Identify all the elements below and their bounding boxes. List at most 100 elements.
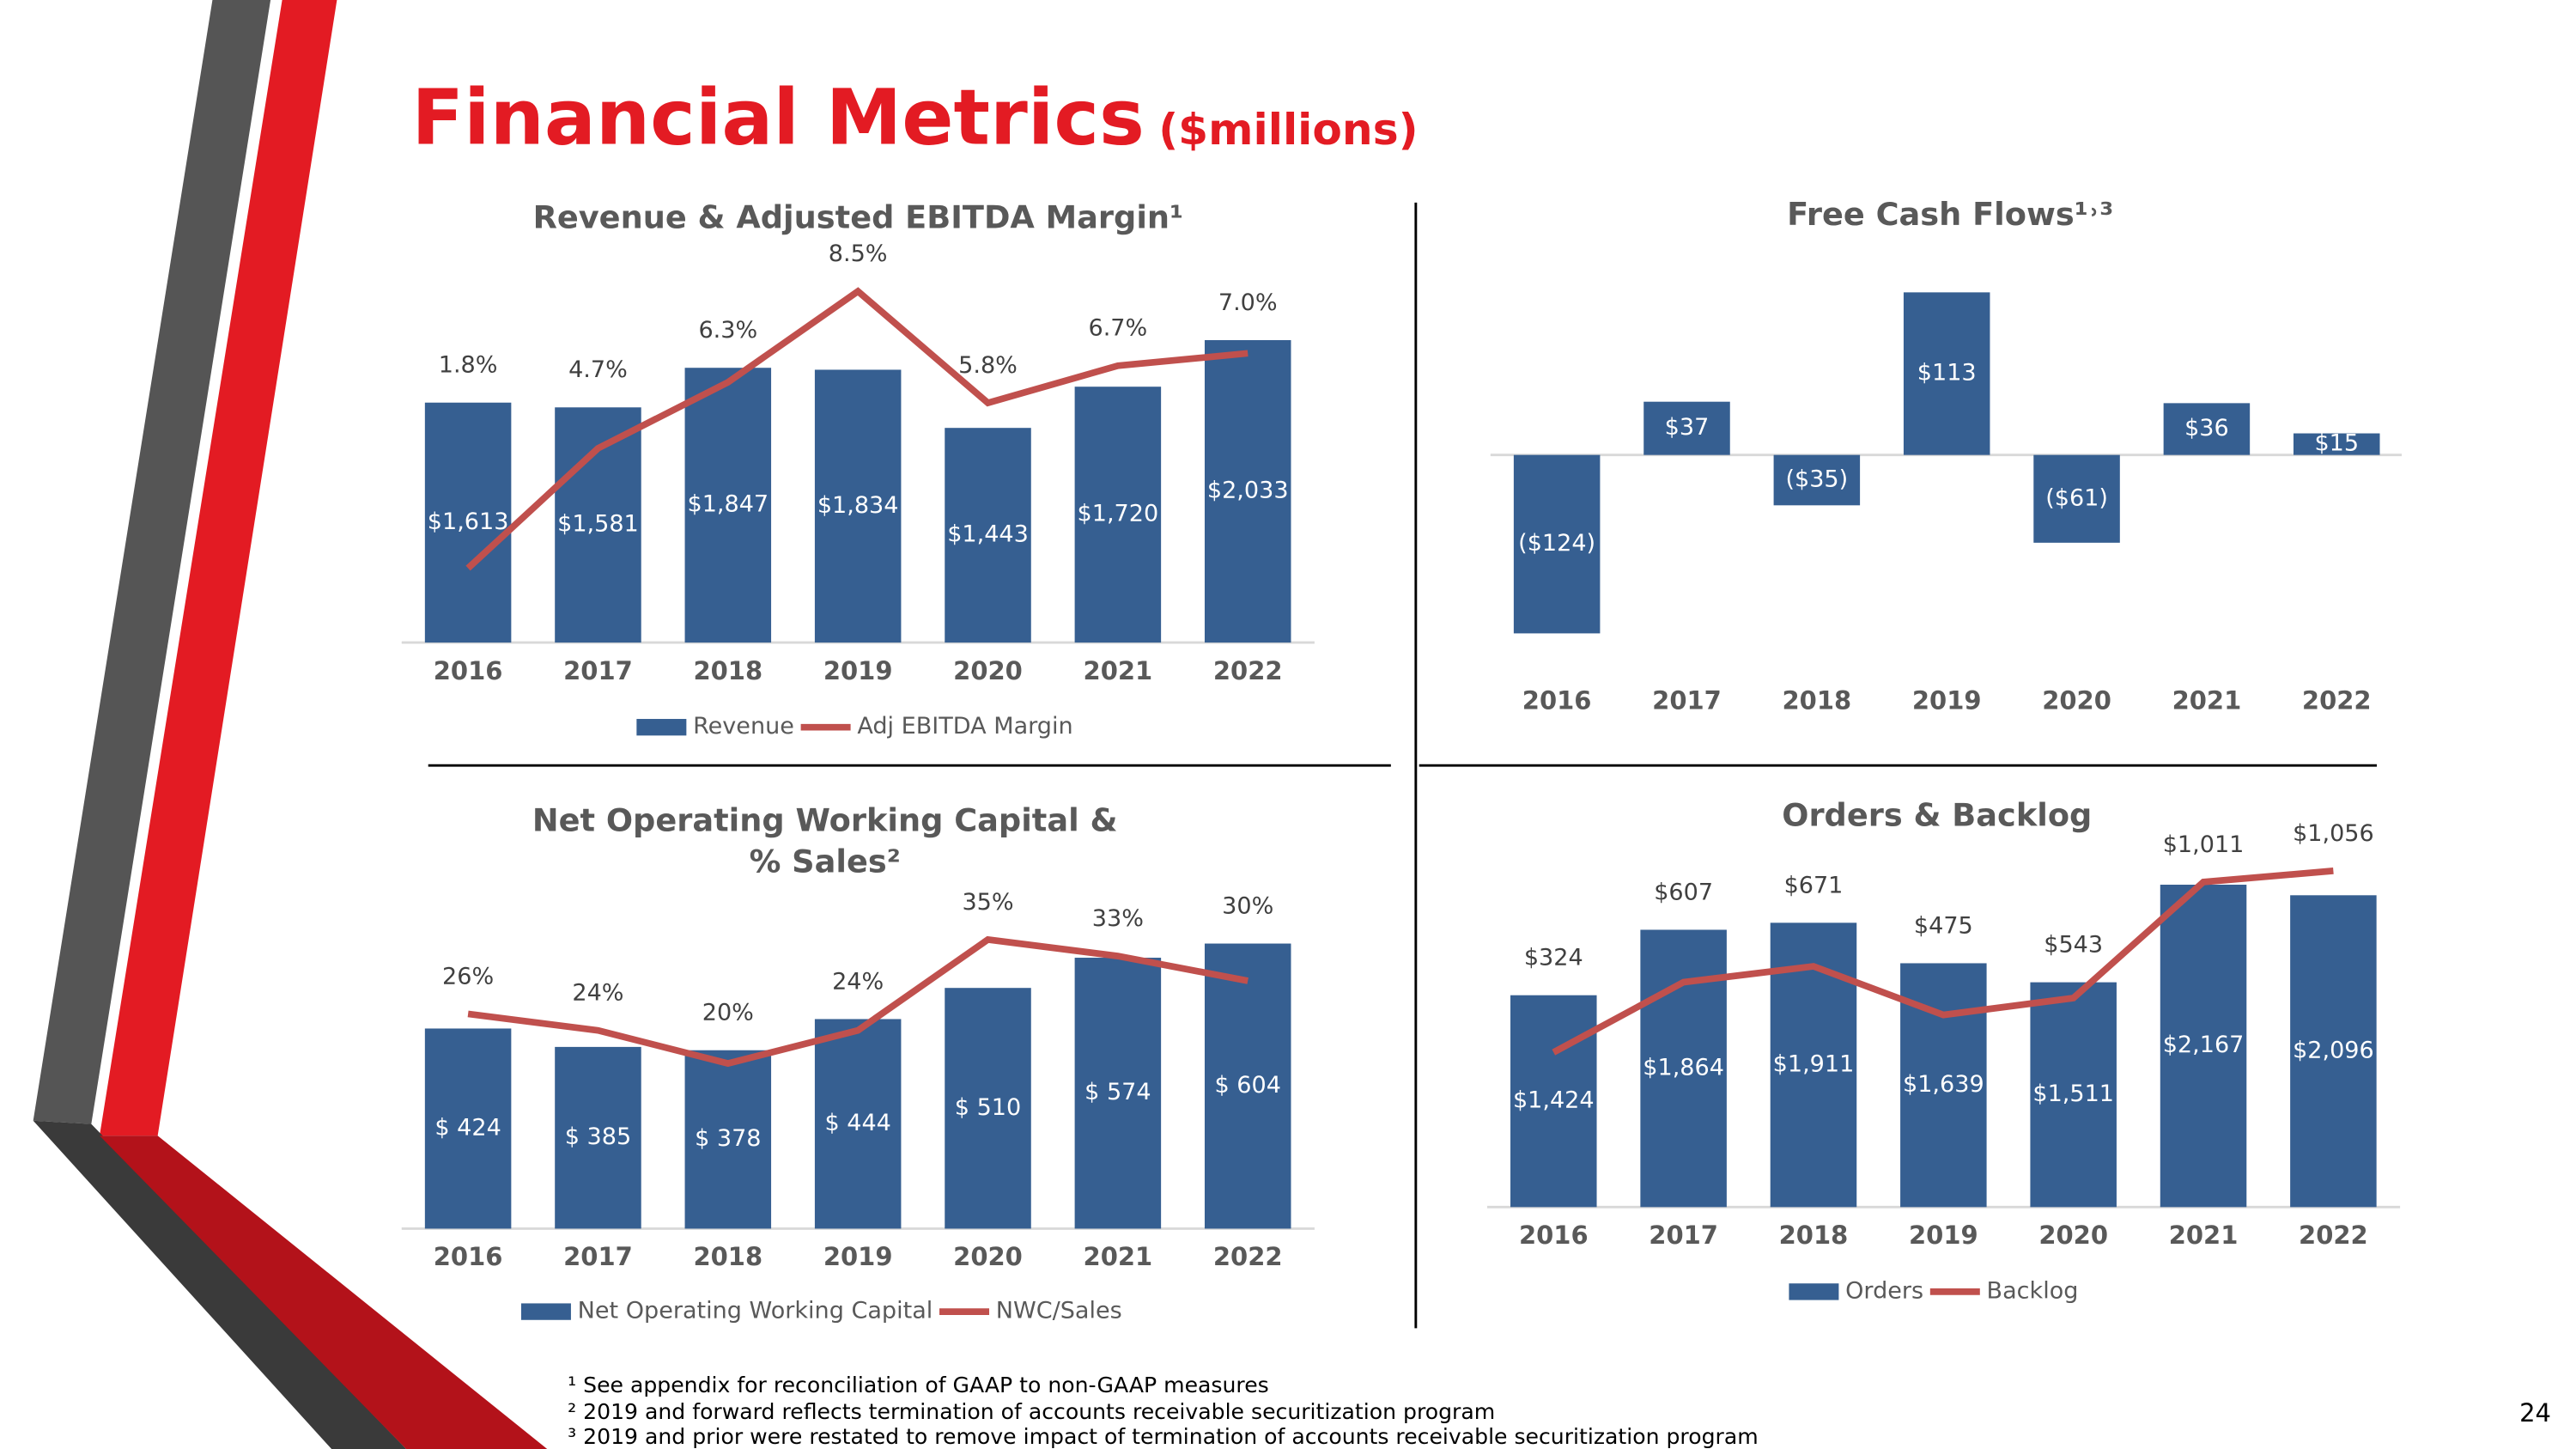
bar [1204,943,1291,1229]
bar [2293,433,2380,455]
bar [945,428,1031,643]
bar [2033,454,2120,543]
data-label: ($35) [1785,466,1848,492]
bar [684,368,772,643]
x-tick-label: 2017 [1652,686,1722,715]
x-tick-label: 2020 [2038,1221,2108,1250]
legend-label: Orders [1845,1277,1923,1304]
footnote: ¹ See appendix for reconciliation of GAA… [568,1373,1269,1397]
x-tick-label: 2016 [434,656,503,685]
data-label: 30% [1222,893,1273,920]
x-tick-label: 2016 [434,1242,503,1271]
data-label: $37 [1665,414,1710,441]
data-label: 26% [442,963,494,989]
legend-label: Revenue [693,713,794,740]
legend-label: Adj EBITDA Margin [857,713,1072,740]
decor-stripe [99,0,337,1136]
legend-label: Net Operating Working Capital [578,1298,933,1324]
line [1552,868,2334,1056]
data-label: $543 [2044,932,2103,959]
bar [424,1028,512,1229]
data-label: $ 604 [1215,1072,1281,1099]
x-tick-label: 2020 [953,656,1023,685]
bar [1903,292,1990,455]
data-label: 24% [832,968,884,995]
page-number: 24 [2519,1398,2551,1428]
bar [945,988,1031,1229]
data-label: 4.7% [568,356,628,383]
chart-title: % Sales² [750,843,901,880]
x-tick-label: 2020 [953,1242,1023,1271]
data-label: $ 574 [1084,1079,1151,1105]
x-tick-label: 2021 [2172,686,2242,715]
data-label: 6.3% [698,317,757,344]
legend: Revenue Adj EBITDA Margin [636,713,1073,740]
legend-swatch [636,719,687,736]
x-tick-label: 2018 [693,656,762,685]
data-label: 20% [702,1000,754,1026]
data-label: $324 [1524,945,1583,971]
bar [2160,885,2247,1208]
data-label: 6.7% [1089,315,1148,342]
footnote: ³ 2019 and prior were restated to remove… [568,1424,1759,1449]
footnote: ² 2019 and forward reflects termination … [568,1399,1495,1424]
x-tick-label: 2021 [1084,656,1153,685]
data-label: $ 444 [824,1110,890,1136]
bar [2030,982,2117,1208]
bar [2290,895,2377,1208]
line [467,935,1249,1068]
x-tick-label: 2016 [1522,686,1592,715]
x-tick-label: 2022 [2302,686,2372,715]
bar [684,1050,772,1229]
data-label: $1,864 [1643,1054,1724,1081]
bar [814,369,902,643]
data-label: $15 [2314,430,2359,457]
x-tick-label: 2018 [1783,686,1852,715]
data-label: $1,511 [2032,1081,2114,1107]
data-label: $1,613 [428,508,509,535]
x-tick-label: 2020 [2042,686,2111,715]
bar [1643,401,1730,455]
data-label: 35% [962,889,1013,916]
x-tick-label: 2021 [2169,1221,2239,1250]
x-tick-label: 2022 [2299,1221,2368,1250]
x-tick-label: 2018 [1779,1221,1849,1250]
data-label: $1,056 [2293,820,2374,847]
x-tick-label: 2016 [1519,1221,1589,1250]
data-label: 7.0% [1218,289,1278,316]
decor-stripe [33,1120,407,1449]
x-tick-label: 2022 [1213,656,1283,685]
x-tick-label: 2019 [823,1242,893,1271]
data-label: 5.8% [958,352,1018,379]
bar [1773,454,1861,506]
data-label: $36 [2184,415,2229,441]
data-label: 1.8% [439,352,498,379]
data-label: $113 [1917,360,1977,387]
bar [555,1046,641,1229]
data-label: ($61) [2045,484,2108,511]
x-tick-label: 2017 [563,1242,633,1271]
data-label: $1,443 [947,521,1029,548]
bar [2163,403,2251,455]
legend-swatch [1789,1283,1839,1300]
bar [1074,387,1162,643]
decor-stripe [99,1135,548,1449]
data-label: 8.5% [829,240,888,267]
data-label: $1,581 [557,511,639,538]
data-label: $607 [1654,879,1713,905]
legend-label: Backlog [1987,1277,2079,1304]
data-label: $ 510 [955,1094,1021,1121]
bar [814,1019,902,1229]
data-label: 33% [1092,905,1144,932]
page-subtitle: ($millions) [1158,104,1418,155]
bar [1074,958,1162,1229]
legend: Orders Backlog [1789,1277,2078,1304]
chart-title: Net Operating Working Capital & [532,801,1118,838]
data-label: $475 [1914,912,1973,939]
data-label: $1,424 [1513,1087,1595,1114]
x-tick-label: 2018 [693,1242,762,1271]
data-label: ($124) [1518,530,1595,557]
data-label: $2,033 [1207,478,1289,504]
data-label: $671 [1784,872,1844,898]
data-label: $1,011 [2163,831,2245,858]
